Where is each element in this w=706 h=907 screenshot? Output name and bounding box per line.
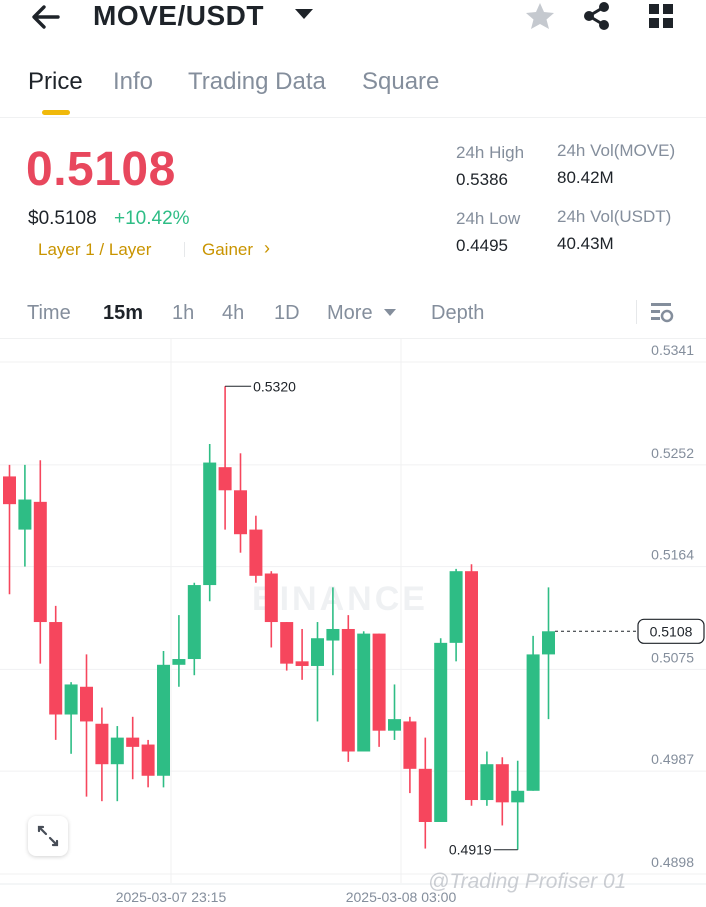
vol-base-value: 80.42M	[557, 168, 614, 187]
top-bar: MOVE/USDT	[0, 0, 706, 40]
high-value: 0.5386	[456, 170, 508, 189]
candle-body	[3, 476, 16, 505]
current-price-label: 0.5108	[650, 623, 693, 639]
candle-body	[157, 664, 170, 776]
candle-body	[141, 744, 155, 776]
x-tick-label: 2025-03-07 23:15	[116, 889, 227, 905]
candle-body	[33, 501, 47, 623]
candle-body	[64, 684, 78, 715]
candle-body	[372, 633, 386, 731]
low-label: 24h Low	[456, 209, 521, 228]
candle-body	[480, 764, 494, 801]
candle-body	[126, 737, 140, 747]
vol-quote-label: 24h Vol(USDT)	[557, 207, 672, 226]
vol-quote-value: 40.43M	[557, 234, 614, 253]
page-tabs: Price Info Trading Data Square	[0, 64, 706, 115]
tab-info[interactable]: Info	[113, 68, 154, 95]
interval-15m[interactable]: 15m	[103, 302, 144, 324]
share-icon[interactable]	[580, 0, 614, 32]
pair-title[interactable]: MOVE/USDT	[93, 0, 264, 31]
fiat-price: $0.5108	[28, 208, 97, 229]
y-tick-label: 0.5164	[651, 547, 694, 563]
candle-body	[403, 721, 417, 769]
candle-body	[418, 768, 432, 822]
candle-body	[449, 571, 463, 643]
high-label: 24h High	[456, 143, 525, 162]
y-tick-label: 0.5341	[651, 342, 694, 358]
candle-body	[511, 790, 525, 803]
grid-menu-icon[interactable]	[644, 0, 678, 32]
back-arrow-icon[interactable]	[28, 2, 64, 32]
tab-trading-data[interactable]: Trading Data	[188, 68, 326, 95]
candle-body	[95, 723, 109, 765]
y-tick-label: 0.5075	[651, 649, 694, 665]
y-tick-label: 0.5252	[651, 445, 694, 461]
candle-body	[280, 622, 294, 664]
candle-body	[187, 585, 201, 660]
candle-body	[80, 686, 93, 722]
candle-body	[465, 571, 478, 801]
last-price: 0.5108	[26, 143, 176, 196]
tab-price[interactable]: Price	[28, 68, 83, 95]
chevron-right-icon: ›	[264, 238, 270, 258]
chart-top-divider	[0, 338, 706, 339]
interval-divider	[636, 300, 637, 324]
chart-settings-icon[interactable]	[648, 300, 676, 326]
interval-more[interactable]: More	[327, 302, 373, 324]
depth-tab[interactable]: Depth	[431, 302, 485, 324]
candle-body	[18, 499, 32, 530]
candle-body	[495, 764, 509, 803]
vol-base-label: 24h Vol(MOVE)	[557, 141, 676, 160]
category-tag[interactable]: Layer 1 / Layer	[38, 240, 152, 259]
y-tick-label: 0.4987	[651, 751, 694, 767]
candle-body	[264, 573, 278, 623]
candle-body	[110, 737, 124, 765]
candle-body	[434, 642, 448, 822]
interval-1h[interactable]: 1h	[172, 302, 195, 324]
candle-body	[172, 659, 186, 665]
low-marker-label: 0.4919	[449, 842, 492, 858]
high-marker-label: 0.5320	[253, 378, 296, 394]
candle-body	[249, 529, 263, 576]
gainer-tag[interactable]: Gainer	[202, 240, 254, 259]
candle-body	[203, 462, 217, 586]
candle-body	[542, 631, 555, 655]
candle-body	[326, 628, 340, 641]
low-value: 0.4495	[456, 236, 508, 255]
candle-body	[388, 719, 401, 731]
candle-body	[341, 628, 355, 752]
chart-watermark: BINANCE	[252, 580, 428, 618]
expand-chart-icon[interactable]	[28, 816, 68, 856]
candle-body	[234, 490, 247, 535]
price-change-percent: +10.42%	[114, 208, 190, 229]
interval-4h[interactable]: 4h	[222, 302, 245, 324]
x-tick-label: 2025-03-08 03:00	[346, 889, 457, 905]
candle-body	[49, 622, 63, 715]
candle-body	[218, 467, 232, 491]
interval-time[interactable]: Time	[27, 302, 71, 324]
tag-divider	[184, 242, 185, 257]
current-price-tag	[637, 618, 705, 644]
tab-square[interactable]: Square	[362, 68, 440, 95]
candlestick-chart[interactable]: 0.5341 0.5252 0.5164 0.5075 0.4987 0.4898 2025…	[0, 338, 706, 907]
candle-body	[295, 661, 309, 666]
candle-body	[526, 654, 540, 791]
candle-body	[357, 633, 371, 752]
y-tick-label: 0.4898	[651, 854, 694, 870]
active-tab-indicator	[42, 110, 70, 115]
interval-1d[interactable]: 1D	[274, 302, 300, 324]
divider	[0, 117, 706, 118]
more-caret-icon	[384, 309, 396, 316]
dropdown-caret-icon[interactable]	[295, 9, 313, 19]
candle-body	[311, 638, 324, 666]
photo-watermark: @Trading Profiser 01	[428, 870, 627, 893]
favorite-star-icon[interactable]	[523, 0, 557, 32]
